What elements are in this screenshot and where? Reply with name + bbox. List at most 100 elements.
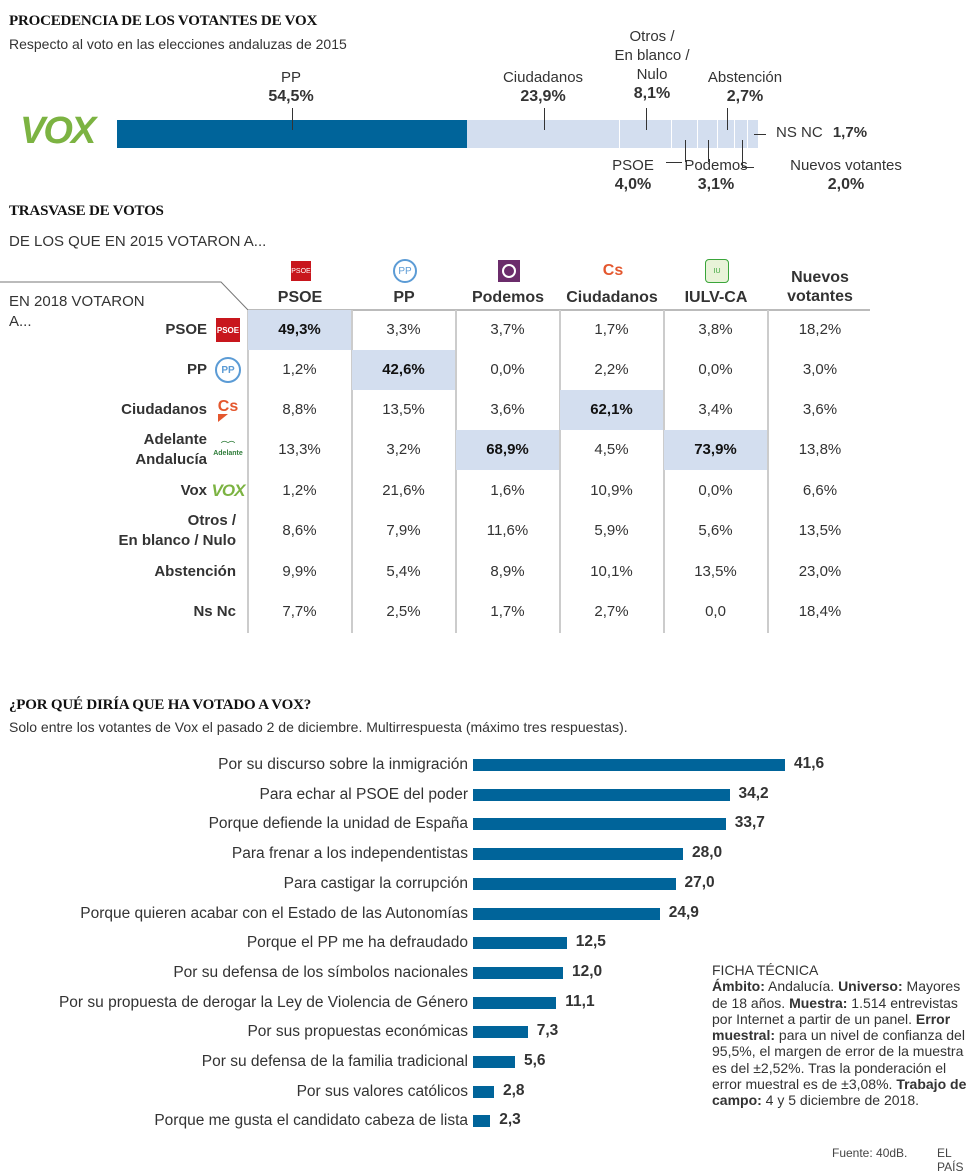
bar [473, 1026, 528, 1039]
bar-value: 5,6 [524, 1052, 546, 1069]
row-label: PP [186, 361, 207, 378]
pp-logo-icon: PP [214, 357, 242, 383]
leader-line [666, 162, 682, 163]
ficha-text: Andalucía. [764, 978, 839, 995]
segment-value: 4,0% [614, 176, 652, 193]
bar [473, 848, 683, 861]
bar-segment [735, 120, 749, 148]
section2-subtitle: DE LOS QUE EN 2015 VOTARON A... [9, 233, 267, 250]
table-cell: 5,9% [594, 522, 629, 539]
bar-label: Porque el PP me ha defraudado [246, 934, 468, 952]
bar-segment [717, 120, 736, 148]
ficha-key: Ámbito: [712, 978, 765, 995]
bar [473, 937, 567, 950]
column-divider [559, 310, 561, 633]
row-label: PSOE [165, 321, 207, 338]
ficha-text: 1.514 entrevistas por Internet a partir … [712, 994, 958, 1027]
column-header: Podemos [471, 289, 544, 306]
column-divider [455, 310, 457, 633]
segment-name: PP [280, 69, 301, 86]
table-cell: 3,3% [386, 321, 421, 338]
section2-title: TRASVASE DE VOTOS [9, 203, 164, 219]
row-label: Otros / En blanco / Nulo [118, 512, 236, 549]
table-cell: 8,6% [282, 522, 317, 539]
table-cell: 1,2% [282, 361, 317, 378]
segment-value: 3,1% [697, 176, 735, 193]
bar-label: Para castigar la corrupción [283, 874, 468, 892]
psoe-logo-icon: PSOE [288, 258, 314, 284]
column-header: Ciudadanos [566, 289, 658, 306]
table-cell: 18,2% [798, 321, 842, 338]
segment-label: Ciudadanos 23,9% [463, 68, 623, 106]
segment-label: PSOE 4,0% [553, 156, 713, 194]
ficha-tecnica: FICHA TÉCNICA Ámbito: Andalucía. Univers… [712, 962, 974, 1109]
row-label: Ns Nc [193, 603, 236, 620]
table-cell: 8,8% [282, 401, 317, 418]
bar-label: Por su discurso sobre la inmigración [218, 756, 468, 773]
table-corner-line [0, 281, 249, 311]
bar [473, 1056, 515, 1068]
bar-label: Para echar al PSOE del poder [259, 785, 468, 803]
bar-label: Por sus valores católicos [296, 1082, 468, 1100]
column-header: PP [393, 289, 415, 306]
table-cell: 2,5% [386, 603, 421, 620]
column-header: IULV-CA [684, 289, 748, 306]
leader-line [685, 140, 687, 162]
segment-name: Otros / En blanco / Nulo [614, 28, 690, 83]
segment-name: Abstención [707, 69, 783, 86]
table-cell: 1,6% [490, 482, 525, 499]
table-cell: 68,9% [456, 430, 559, 470]
table-cell: 0,0% [490, 361, 525, 378]
bar-value: 41,6 [794, 755, 825, 772]
bar-label: Porque quieren acabar con el Estado de l… [80, 904, 468, 922]
leader-line [707, 140, 709, 162]
table-cell: 4,5% [594, 441, 629, 458]
column-divider [351, 310, 353, 633]
column-divider [247, 310, 249, 633]
segment-label: Nuevos votantes 2,0% [766, 156, 926, 194]
segment-name: PSOE [612, 157, 654, 174]
segment-value: 2,7% [726, 88, 764, 105]
column-divider [663, 310, 665, 633]
segment-name: NS NC [776, 124, 827, 141]
ficha-key: Muestra: [789, 994, 848, 1011]
table-cell: 13,5% [382, 401, 425, 418]
leader-line [543, 108, 545, 130]
ficha-text: 4 y 5 diciembre de 2018. [761, 1092, 920, 1109]
segment-value: 8,1% [633, 85, 671, 102]
table-cell: 2,7% [594, 603, 629, 620]
table-cell: 11,6% [486, 522, 529, 539]
row-label: Adelante Andalucía [135, 431, 207, 468]
table-cell: 7,7% [282, 603, 317, 620]
table-cell: 13,5% [694, 563, 737, 580]
table-cell: 3,6% [490, 401, 525, 418]
bar [473, 966, 563, 979]
table-cell: 18,4% [798, 603, 842, 620]
segment-label: Podemos 3,1% [636, 156, 796, 194]
segment-label: NS NC 1,7% [776, 124, 867, 141]
vox-logo: VOX [20, 110, 96, 152]
ficha-body: Ámbito: Andalucía. Universo: Mayores de … [712, 978, 974, 1108]
section1-subtitle: Respecto al voto en las elecciones andal… [9, 36, 347, 52]
bar-value: 11,1 [565, 992, 595, 1010]
table-cell: 0,0% [698, 482, 733, 499]
leader-line [291, 108, 293, 130]
table-cell: 3,8% [698, 321, 733, 338]
column-header: Nuevos votantes [787, 269, 853, 305]
table-cell: 10,9% [590, 482, 633, 499]
bar-label: Para frenar a los independentistas [231, 845, 468, 863]
ficha-key: Error muestral: [712, 1010, 951, 1044]
bar-value: 2,8 [503, 1081, 525, 1099]
bar-value: 2,3 [499, 1111, 521, 1129]
row-header: EN 2018 VOTARON A... [9, 293, 145, 330]
table-cell: 5,4% [386, 563, 421, 580]
table-cell: 0,0 [705, 603, 726, 620]
segment-label: Abstención 2,7% [665, 68, 825, 106]
table-cell: 8,9% [490, 563, 525, 580]
table-cell: 1,7% [594, 321, 629, 338]
table-cell: 2,2% [594, 361, 629, 378]
pp-logo-icon: PP [392, 258, 418, 284]
table-cell: 13,3% [278, 441, 321, 458]
bar-value: 33,7 [734, 814, 765, 832]
bar-value: 12,5 [575, 933, 606, 951]
